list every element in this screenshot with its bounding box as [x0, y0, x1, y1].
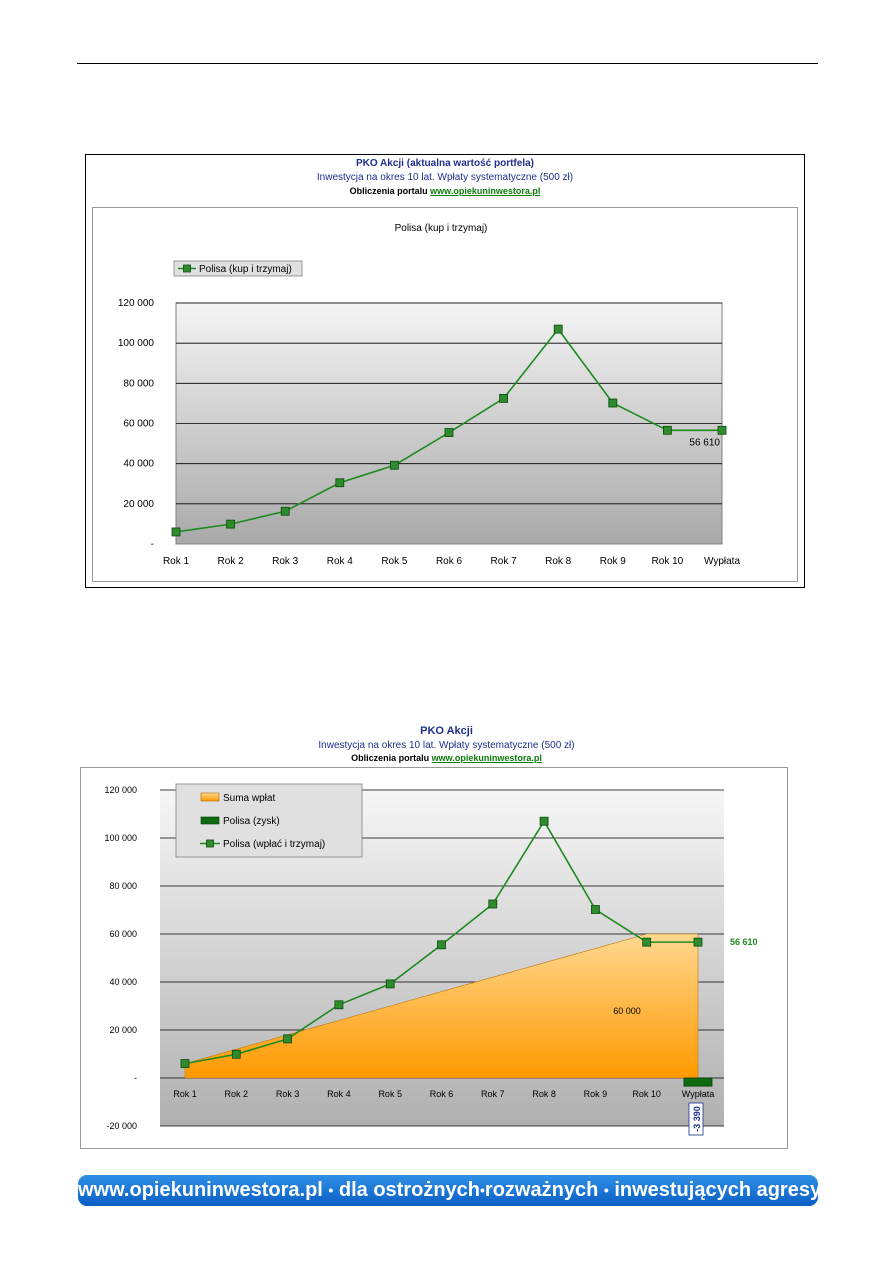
chart2-legend-label: Polisa (zysk)	[223, 816, 280, 827]
chart1-ytick-label: 60 000	[123, 419, 154, 430]
chart2-source-link[interactable]: www.opiekuninwestora.pl	[431, 753, 542, 763]
chart1-legend-marker	[183, 264, 191, 273]
chart2-xtick-label: Rok 5	[378, 1089, 402, 1099]
chart1-data-point	[389, 460, 399, 470]
chart1-xtick-label: Rok 7	[491, 556, 518, 567]
chart1-data-point	[608, 398, 618, 408]
chart2-ytick-label: -20 000	[106, 1121, 137, 1131]
chart1-xtick-label: Rok 9	[600, 556, 627, 567]
chart2-xtick-label: Rok 1	[173, 1089, 197, 1099]
chart1-header-subtitle: Inwestycja na okres 10 lat. Wpłaty syste…	[316, 172, 574, 183]
chart2-data-label-area: 60 000	[613, 1006, 641, 1016]
banner-part: inwestujących agresywnie	[614, 1179, 866, 1201]
chart2-xtick-label: Wypłata	[682, 1089, 714, 1099]
chart1-xtick-label: Rok 3	[272, 556, 299, 567]
chart2-ytick-label: 120 000	[104, 785, 137, 795]
chart1-data-point	[499, 393, 509, 403]
chart2-xtick-label: Rok 7	[481, 1089, 505, 1099]
chart2-xtick-label: Rok 8	[532, 1089, 556, 1099]
chart2-legend-label: Polisa (wpłać i trzymaj)	[223, 839, 325, 850]
footer-banner[interactable]: www.opiekuninwestora.pl • dla ostrożnych…	[78, 1175, 866, 1206]
chart1-source-link[interactable]: www.opiekuninwestora.pl	[430, 186, 541, 196]
chart2-xtick-label: Rok 2	[225, 1089, 249, 1099]
chart2-xtick-label: Rok 4	[327, 1089, 351, 1099]
chart2-ytick-label: 20 000	[109, 1025, 137, 1035]
chart1-source-prefix: Obliczenia portalu	[349, 186, 428, 196]
chart1-title: Polisa (kup i trzymaj)	[395, 223, 488, 234]
chart1-data-point	[335, 478, 345, 488]
page-top-rule	[77, 63, 818, 64]
chart2-data-point	[180, 1059, 190, 1068]
chart1-data-point	[171, 527, 181, 537]
chart1-xtick-label: Rok 4	[327, 556, 354, 567]
chart2-ytick-label: 100 000	[104, 833, 137, 843]
chart1-data-label: 56 610	[689, 437, 720, 448]
chart2-legend-swatch-area	[200, 792, 220, 802]
banner-part: rozważnych	[484, 1179, 599, 1201]
chart2-data-point	[437, 940, 446, 950]
chart2-legend-swatch-bar	[200, 816, 220, 825]
chart2-ytick-label: 40 000	[109, 977, 137, 987]
chart2-data-point	[591, 905, 600, 914]
chart2-xtick-label: Rok 6	[430, 1089, 454, 1099]
chart2-data-point	[642, 937, 652, 947]
chart1-data-point	[226, 519, 236, 529]
chart2-ytick-label: -	[134, 1073, 137, 1083]
banner-part: dla ostrożnych	[338, 1179, 481, 1201]
chart1-xtick-label: Rok 6	[436, 556, 463, 567]
chart2-data-point	[385, 979, 395, 989]
chart2-header-source: Obliczenia portalu www.opiekuninwestora.…	[0, 753, 893, 763]
chart1-xtick-label: Rok 1	[163, 556, 190, 567]
chart2-bar-zysk	[683, 1077, 713, 1087]
chart2-data-label-bar: -3 390	[692, 1106, 702, 1132]
chart1-xtick-label: Rok 2	[218, 556, 245, 567]
banner-separator: •	[480, 1182, 485, 1199]
chart2-legend-label: Suma wpłat	[223, 793, 275, 804]
chart1-ytick-label: 80 000	[123, 378, 154, 389]
chart2-data-point	[334, 1000, 344, 1010]
chart1-ytick-label: -	[151, 539, 154, 550]
chart2-header-title: PKO Akcji	[420, 725, 473, 737]
chart2-data-label-line: 56 610	[730, 937, 758, 947]
chart1-data-point	[444, 428, 454, 437]
chart1-xtick-label: Rok 8	[545, 556, 572, 567]
chart1-data-point	[663, 425, 672, 435]
chart2-xtick-label: Rok 10	[632, 1089, 661, 1099]
chart2-data-point	[488, 899, 498, 909]
chart2-source-prefix: Obliczenia portalu	[351, 753, 430, 763]
chart1-header-source: Obliczenia portalu www.opiekuninwestora.…	[86, 186, 804, 196]
chart1-xtick-label: Rok 10	[652, 556, 684, 567]
chart1-data-point	[717, 425, 727, 435]
chart2-ytick-label: 80 000	[109, 881, 137, 891]
chart2-area-suma-wplat	[184, 933, 699, 1079]
chart1-data-point	[280, 506, 290, 516]
banner-separator: •	[603, 1182, 609, 1199]
chart2-bar-label-box	[688, 1102, 704, 1136]
chart2-ytick-label: 60 000	[109, 929, 137, 939]
chart1-xtick-label: Rok 5	[381, 556, 408, 567]
chart1-ytick-label: 120 000	[118, 298, 155, 309]
chart2-data-point	[283, 1034, 293, 1044]
chart2-data-point	[231, 1049, 241, 1059]
chart1-xtick-label: Wypłata	[704, 556, 740, 567]
chart2-data-point	[693, 937, 703, 947]
chart1-ytick-label: 100 000	[118, 338, 155, 349]
chart1-svg: Polisa (kup i trzymaj) - 20 000 40 000 60 00…	[118, 223, 741, 567]
banner-separator: •	[328, 1182, 334, 1199]
chart1-ytick-label: 40 000	[123, 459, 154, 470]
chart2-xtick-label: Rok 9	[584, 1089, 608, 1099]
chart2-header-subtitle: Inwestycja na okres 10 lat. Wpłaty syste…	[318, 740, 575, 751]
chart1-data-point	[553, 324, 563, 334]
chart2-data-point	[539, 816, 549, 826]
banner-site: www.opiekuninwestora.pl	[78, 1179, 323, 1201]
chart1-header-title: PKO Akcji (aktualna wartość portfela)	[355, 158, 534, 169]
chart2-xtick-label: Rok 3	[276, 1089, 300, 1099]
chart1-ytick-label: 20 000	[123, 499, 154, 510]
chart1-legend-box	[173, 260, 303, 277]
chart2-legend-marker	[206, 839, 214, 848]
chart1-legend-label: Polisa (kup i trzymaj)	[199, 264, 292, 275]
